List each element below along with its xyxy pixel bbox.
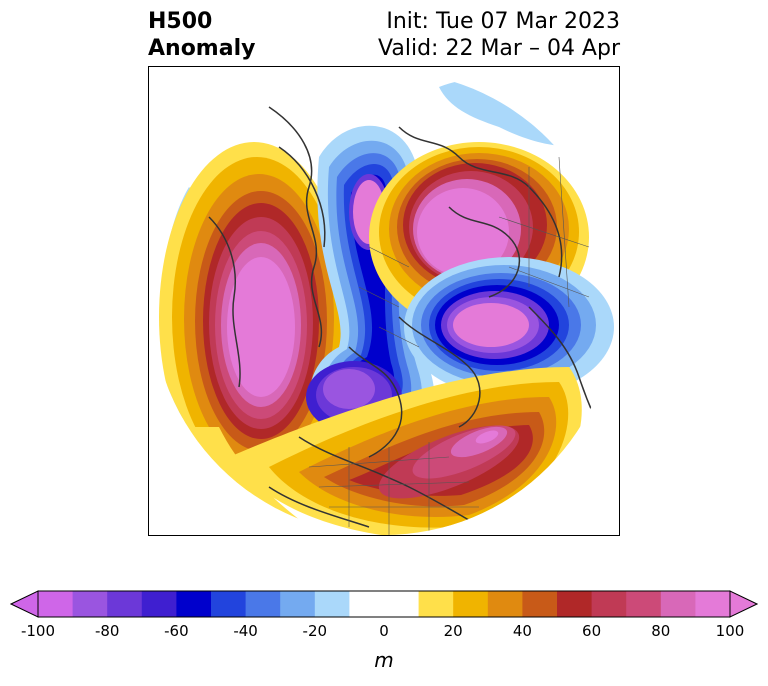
colorbar-bin (176, 591, 212, 617)
colorbar-tick-label: -80 (94, 622, 120, 640)
colorbar-bin (453, 591, 489, 617)
colorbar-tick-label: -60 (164, 622, 189, 640)
colorbar-tick-label: 60 (582, 622, 602, 640)
colorbar-bin (557, 591, 593, 617)
title-variable: H500 (148, 9, 213, 34)
colorbar-tick-label: 0 (379, 622, 389, 640)
anomaly-field (152, 71, 616, 535)
negative-anomaly-east (404, 257, 614, 397)
colorbar-tick-label: -40 (233, 622, 258, 640)
colorbar-bin (72, 591, 108, 617)
colorbar-bin (626, 591, 662, 617)
coastlines (208, 106, 610, 535)
colorbar-extend-high (729, 590, 759, 618)
colorbar-svg (9, 590, 759, 618)
colorbar (9, 590, 759, 618)
map-svg (152, 71, 616, 535)
colorbar-bin (487, 591, 523, 617)
colorbar-bin (211, 591, 247, 617)
colorbar-tick-label: 40 (512, 622, 532, 640)
colorbar-bin (349, 591, 385, 617)
colorbar-bin (107, 591, 143, 617)
colorbar-bin (314, 591, 350, 617)
positive-anomaly-south (229, 367, 582, 535)
colorbar-bin (38, 591, 74, 617)
init-date: Init: Tue 07 Mar 2023 (386, 9, 620, 34)
colorbar-bin (660, 591, 696, 617)
colorbar-tick-label: 80 (651, 622, 671, 640)
colorbar-unit-label: m (374, 648, 394, 672)
colorbar-bin (695, 591, 731, 617)
colorbar-bin (522, 591, 558, 617)
colorbar-frame (37, 590, 731, 618)
colorbar-tick-label: -20 (302, 622, 328, 640)
colorbar-bin (141, 591, 177, 617)
title-right: Init: Tue 07 Mar 2023 Valid: 22 Mar – 04… (378, 8, 620, 62)
colorbar-tick-label: 20 (443, 622, 463, 640)
colorbar-bin (384, 591, 420, 617)
political-borders (308, 156, 590, 535)
colorbar-tick-label: -100 (20, 622, 56, 640)
title-anomaly: Anomaly (148, 36, 256, 61)
colorbar-bin (591, 591, 627, 617)
valid-dates: Valid: 22 Mar – 04 Apr (378, 36, 620, 61)
colorbar-tick-label: 100 (715, 622, 745, 640)
colorbar-extend-low (9, 590, 39, 618)
title-left: H500 Anomaly (148, 8, 255, 62)
colorbar-bin (280, 591, 316, 617)
anomaly-map (148, 66, 620, 536)
colorbar-bin (418, 591, 454, 617)
colorbar-ticks: -100 -80 -60 -40 -20 0 20 40 60 80 100 (0, 622, 768, 644)
positive-anomaly-west (159, 142, 349, 492)
colorbar-bin (245, 591, 281, 617)
